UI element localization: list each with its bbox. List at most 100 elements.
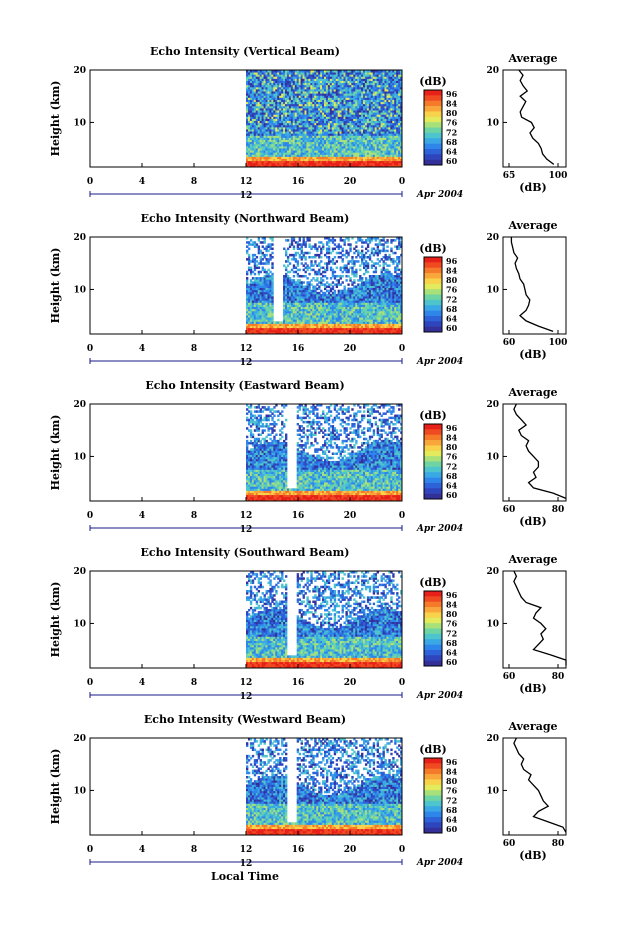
colorbar-swatch xyxy=(424,127,442,134)
colorbar-unit: (dB) xyxy=(419,75,446,88)
heatmap-cell xyxy=(331,158,335,162)
heatmap-cell xyxy=(290,78,294,81)
heatmap-cell xyxy=(251,156,255,159)
heatmap-cell xyxy=(283,80,286,84)
heatmap-cell xyxy=(347,143,350,147)
heatmap-cell xyxy=(384,317,387,320)
heatmap-cell xyxy=(392,156,395,159)
heatmap-cell xyxy=(325,148,329,151)
avg-x-tick-label: 100 xyxy=(549,171,568,181)
heatmap-cell xyxy=(263,88,266,92)
heatmap-cell xyxy=(281,150,284,153)
heatmap-cell xyxy=(341,118,344,122)
heatmap-cell xyxy=(361,110,364,113)
heatmap-cell xyxy=(285,327,288,331)
heatmap-cell xyxy=(357,154,360,157)
heatmap-cell xyxy=(337,70,340,73)
heatmap-cell xyxy=(316,124,319,128)
heatmap-cell xyxy=(368,84,372,88)
heatmap-cell xyxy=(312,139,315,143)
heatmap-cell xyxy=(302,141,305,145)
heatmap-cell xyxy=(322,143,325,147)
heatmap-cell xyxy=(343,72,346,75)
heatmap-cell xyxy=(374,103,378,107)
heatmap-cell xyxy=(320,82,323,86)
heatmap-cell xyxy=(400,308,403,312)
heatmap-cell xyxy=(359,315,362,318)
heatmap-cell xyxy=(294,101,298,105)
heatmap-cell xyxy=(363,156,366,159)
heatmap-cell xyxy=(310,70,313,73)
heatmap-cell xyxy=(353,76,356,79)
heatmap-cell xyxy=(347,118,350,122)
heatmap-cell xyxy=(382,150,385,153)
heatmap-cell xyxy=(294,143,298,147)
heatmap-cell xyxy=(333,103,337,107)
heatmap-cell xyxy=(283,315,286,318)
heatmap-cell xyxy=(312,150,315,153)
heatmap-cell xyxy=(370,304,374,307)
heatmap-cell xyxy=(392,145,395,149)
heatmap-cell xyxy=(370,323,374,326)
heatmap-cell xyxy=(394,325,397,329)
heatmap-cell xyxy=(337,116,340,119)
heatmap-cell xyxy=(376,120,379,124)
heatmap-cell xyxy=(251,84,255,88)
heatmap-cell xyxy=(306,145,309,149)
heatmap-cell xyxy=(273,148,276,151)
heatmap-cell xyxy=(341,84,344,88)
heatmap-cell xyxy=(384,137,387,140)
heatmap-cell xyxy=(290,323,294,326)
heatmap-cell xyxy=(257,129,261,132)
heatmap-cell xyxy=(380,319,383,322)
heatmap-cell xyxy=(322,80,325,84)
heatmap-cell xyxy=(300,80,303,84)
heatmap-cell xyxy=(259,158,262,162)
heatmap-cell xyxy=(325,72,329,75)
heatmap-cell xyxy=(296,129,300,132)
heatmap-cell xyxy=(310,162,313,166)
heatmap-cell xyxy=(255,105,259,109)
heatmap-cell xyxy=(398,300,401,303)
heatmap-cell xyxy=(298,158,301,162)
heatmap-cell xyxy=(281,164,284,168)
heatmap-cell xyxy=(384,70,387,73)
heatmap-cell xyxy=(339,88,342,92)
heatmap-cell xyxy=(378,135,381,138)
heatmap-cell xyxy=(271,135,274,138)
heatmap-cell xyxy=(310,110,313,113)
heatmap-cell xyxy=(396,93,399,96)
heatmap-cell xyxy=(267,91,270,94)
heatmap-cell xyxy=(394,110,397,113)
heatmap-cell xyxy=(341,70,344,73)
heatmap-cell xyxy=(396,110,399,113)
heatmap-cell xyxy=(384,329,387,333)
heatmap-cell xyxy=(353,164,356,168)
heatmap-cell xyxy=(312,162,315,166)
heatmap-cell xyxy=(339,124,342,128)
heatmap-cell xyxy=(329,137,333,140)
heatmap-cell xyxy=(398,101,401,105)
heatmap-cell xyxy=(322,124,325,128)
heatmap-cell xyxy=(388,76,391,79)
heatmap-cell xyxy=(249,131,253,134)
heatmap-cell xyxy=(320,124,323,128)
heatmap-cell xyxy=(304,126,307,130)
heatmap-cell xyxy=(318,135,321,138)
heatmap-cell xyxy=(271,308,274,312)
heatmap-cell xyxy=(345,321,348,324)
heatmap-cell xyxy=(275,329,278,333)
heatmap-cell xyxy=(325,135,329,138)
heatmap-cell xyxy=(400,312,403,316)
heatmap-cell xyxy=(306,302,309,305)
heatmap-cell xyxy=(363,158,366,162)
heatmap-cell xyxy=(345,118,348,122)
heatmap-cell xyxy=(246,302,249,305)
heatmap-cell xyxy=(310,331,313,335)
heatmap-cell xyxy=(366,331,370,335)
heatmap-cell xyxy=(290,158,294,162)
heatmap-cell xyxy=(366,116,370,119)
x-tick-label: 4 xyxy=(139,177,145,187)
heatmap-cell xyxy=(390,80,393,84)
heatmap-cell xyxy=(327,107,331,111)
